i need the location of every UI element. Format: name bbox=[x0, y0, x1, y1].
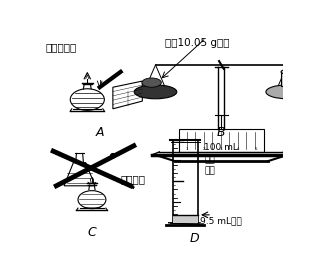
Text: 液体加热: 液体加热 bbox=[121, 174, 146, 184]
Text: 点燃酒精灯: 点燃酒精灯 bbox=[46, 43, 77, 52]
Text: 量筒: 量筒 bbox=[204, 155, 215, 164]
Ellipse shape bbox=[281, 69, 294, 74]
Polygon shape bbox=[64, 163, 95, 186]
FancyBboxPatch shape bbox=[173, 215, 198, 223]
Text: 9.5 mL液体: 9.5 mL液体 bbox=[200, 217, 242, 226]
Ellipse shape bbox=[111, 153, 115, 158]
Text: C: C bbox=[88, 226, 96, 239]
FancyBboxPatch shape bbox=[281, 72, 294, 86]
Text: D: D bbox=[189, 232, 199, 245]
Text: A: A bbox=[95, 126, 104, 139]
Text: 1: 1 bbox=[186, 147, 188, 151]
Text: 2: 2 bbox=[203, 147, 206, 151]
Text: 5: 5 bbox=[254, 147, 257, 151]
Ellipse shape bbox=[134, 85, 177, 99]
Ellipse shape bbox=[142, 78, 161, 87]
Text: 4: 4 bbox=[237, 147, 240, 151]
Ellipse shape bbox=[78, 191, 106, 209]
Text: 100 mL: 100 mL bbox=[204, 143, 238, 152]
Ellipse shape bbox=[70, 89, 104, 110]
Ellipse shape bbox=[266, 85, 309, 99]
Text: 称量10.05 g固体: 称量10.05 g固体 bbox=[165, 38, 229, 48]
Text: 量取: 量取 bbox=[204, 166, 215, 175]
Text: B: B bbox=[217, 126, 226, 139]
FancyBboxPatch shape bbox=[179, 129, 264, 152]
Polygon shape bbox=[113, 81, 142, 109]
Text: 3: 3 bbox=[220, 147, 223, 151]
